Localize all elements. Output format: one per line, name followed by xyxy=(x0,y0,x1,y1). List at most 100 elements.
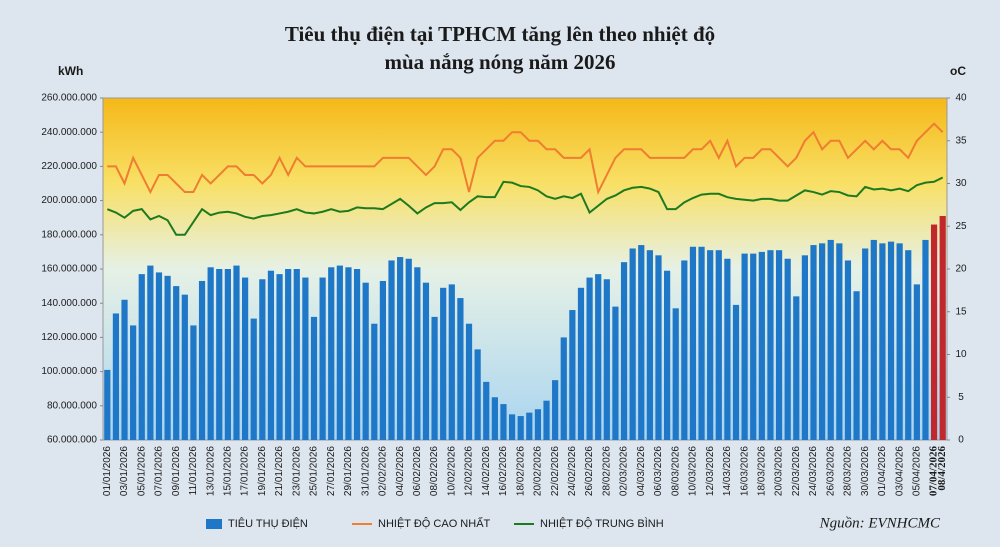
bar xyxy=(181,294,188,440)
bar xyxy=(371,323,378,440)
bar xyxy=(104,369,111,440)
x-tick-label: 08/03/2026 xyxy=(670,446,681,496)
bar xyxy=(155,272,163,440)
y-axis-unit: kWh xyxy=(58,64,83,78)
bar xyxy=(414,267,421,440)
bar xyxy=(353,269,361,440)
y2-tick-label: 20 xyxy=(955,264,967,275)
x-tick-label: 26/03/2026 xyxy=(825,446,836,496)
bar xyxy=(698,246,705,440)
x-tick-label: 24/02/2026 xyxy=(567,446,578,496)
bar xyxy=(147,265,154,440)
x-tick-label: 29/01/2026 xyxy=(343,446,354,496)
y2-tick-label: 25 xyxy=(955,221,967,232)
x-tick-label: 13/01/2026 xyxy=(205,446,216,496)
bar xyxy=(138,274,145,440)
x-tick-label: 05/04/2026 xyxy=(911,446,922,496)
bar xyxy=(681,260,688,440)
x-tick-label: 14/02/2026 xyxy=(481,446,492,496)
x-tick-label: 11/01/2026 xyxy=(188,446,199,496)
x-tick-label: 15/01/2026 xyxy=(223,446,234,496)
bar xyxy=(896,243,903,440)
bar xyxy=(250,318,257,440)
bar xyxy=(689,246,697,440)
y-tick-label: 120.000.000 xyxy=(41,332,97,343)
x-tick-label: 26/02/2026 xyxy=(584,446,595,496)
x-tick-label: 09/01/2026 xyxy=(171,446,182,496)
bar xyxy=(457,298,464,440)
x-tick-label: 22/02/2026 xyxy=(550,446,561,496)
x-tick-label: 30/03/2026 xyxy=(860,446,871,496)
x-tick-label: 21/01/2026 xyxy=(274,446,285,496)
bar xyxy=(870,239,877,440)
bar xyxy=(465,323,473,440)
bar xyxy=(638,245,645,440)
bar xyxy=(397,257,404,440)
bar xyxy=(242,277,249,440)
bar xyxy=(569,310,576,440)
x-tick-label: 06/02/2026 xyxy=(412,446,423,496)
x-tick-label: 08/4/2026 xyxy=(936,446,948,491)
legend-swatch xyxy=(206,519,222,529)
bar xyxy=(198,280,206,440)
bar xyxy=(595,274,602,440)
x-tick-label: 23/01/2026 xyxy=(291,446,302,496)
bar xyxy=(664,270,671,440)
bar xyxy=(939,215,946,440)
bar xyxy=(905,250,912,440)
x-tick-label: 20/02/2026 xyxy=(533,446,544,496)
x-tick-label: 14/03/2026 xyxy=(722,446,733,496)
bar xyxy=(405,258,412,440)
bar xyxy=(862,248,869,440)
bar xyxy=(379,280,386,440)
bar xyxy=(552,380,559,440)
bar xyxy=(586,277,593,440)
bar xyxy=(672,308,679,440)
bar xyxy=(440,287,447,440)
bar xyxy=(302,277,309,440)
bar xyxy=(224,269,231,440)
x-tick-label: 06/03/2026 xyxy=(653,446,664,496)
bar xyxy=(207,267,214,440)
x-tick-label: 12/02/2026 xyxy=(464,446,475,496)
bar xyxy=(707,250,714,440)
x-tick-label: 16/03/2026 xyxy=(739,446,750,496)
bar xyxy=(724,258,731,440)
bar xyxy=(526,412,533,440)
x-tick-label: 10/03/2026 xyxy=(688,446,699,496)
bar xyxy=(319,277,326,440)
bar xyxy=(741,253,748,440)
bar xyxy=(629,248,636,440)
bar xyxy=(259,279,266,440)
bar xyxy=(293,269,300,440)
bar xyxy=(603,279,610,440)
bar xyxy=(913,284,920,440)
x-tick-label: 05/01/2026 xyxy=(136,446,147,496)
bar xyxy=(922,239,929,440)
bar xyxy=(844,260,852,440)
bar xyxy=(448,284,455,440)
y-tick-label: 100.000.000 xyxy=(41,366,97,377)
bar xyxy=(732,304,740,440)
x-tick-label: 28/03/2026 xyxy=(843,446,854,496)
x-tick-label: 27/01/2026 xyxy=(326,446,337,496)
x-tick-label: 28/02/2026 xyxy=(601,446,612,496)
bar xyxy=(216,269,223,440)
x-tick-label: 25/01/2026 xyxy=(309,446,320,496)
y-tick-label: 260.000.000 xyxy=(41,93,97,104)
y-tick-label: 240.000.000 xyxy=(41,127,97,138)
y2-axis-unit: oC xyxy=(950,64,966,78)
x-tick-label: 02/03/2026 xyxy=(619,446,630,496)
bar xyxy=(750,253,757,440)
y2-tick-label: 5 xyxy=(958,392,964,403)
bar xyxy=(560,337,567,440)
bar xyxy=(328,267,335,440)
bar xyxy=(276,274,283,440)
bar xyxy=(508,414,516,440)
bar xyxy=(758,251,765,440)
legend-label: NHIỆT ĐỘ TRUNG BÌNH xyxy=(540,517,664,530)
bar xyxy=(887,241,895,440)
source: Nguồn: EVNHCMC xyxy=(819,515,941,531)
bar xyxy=(879,243,886,440)
y-tick-label: 180.000.000 xyxy=(41,229,97,240)
